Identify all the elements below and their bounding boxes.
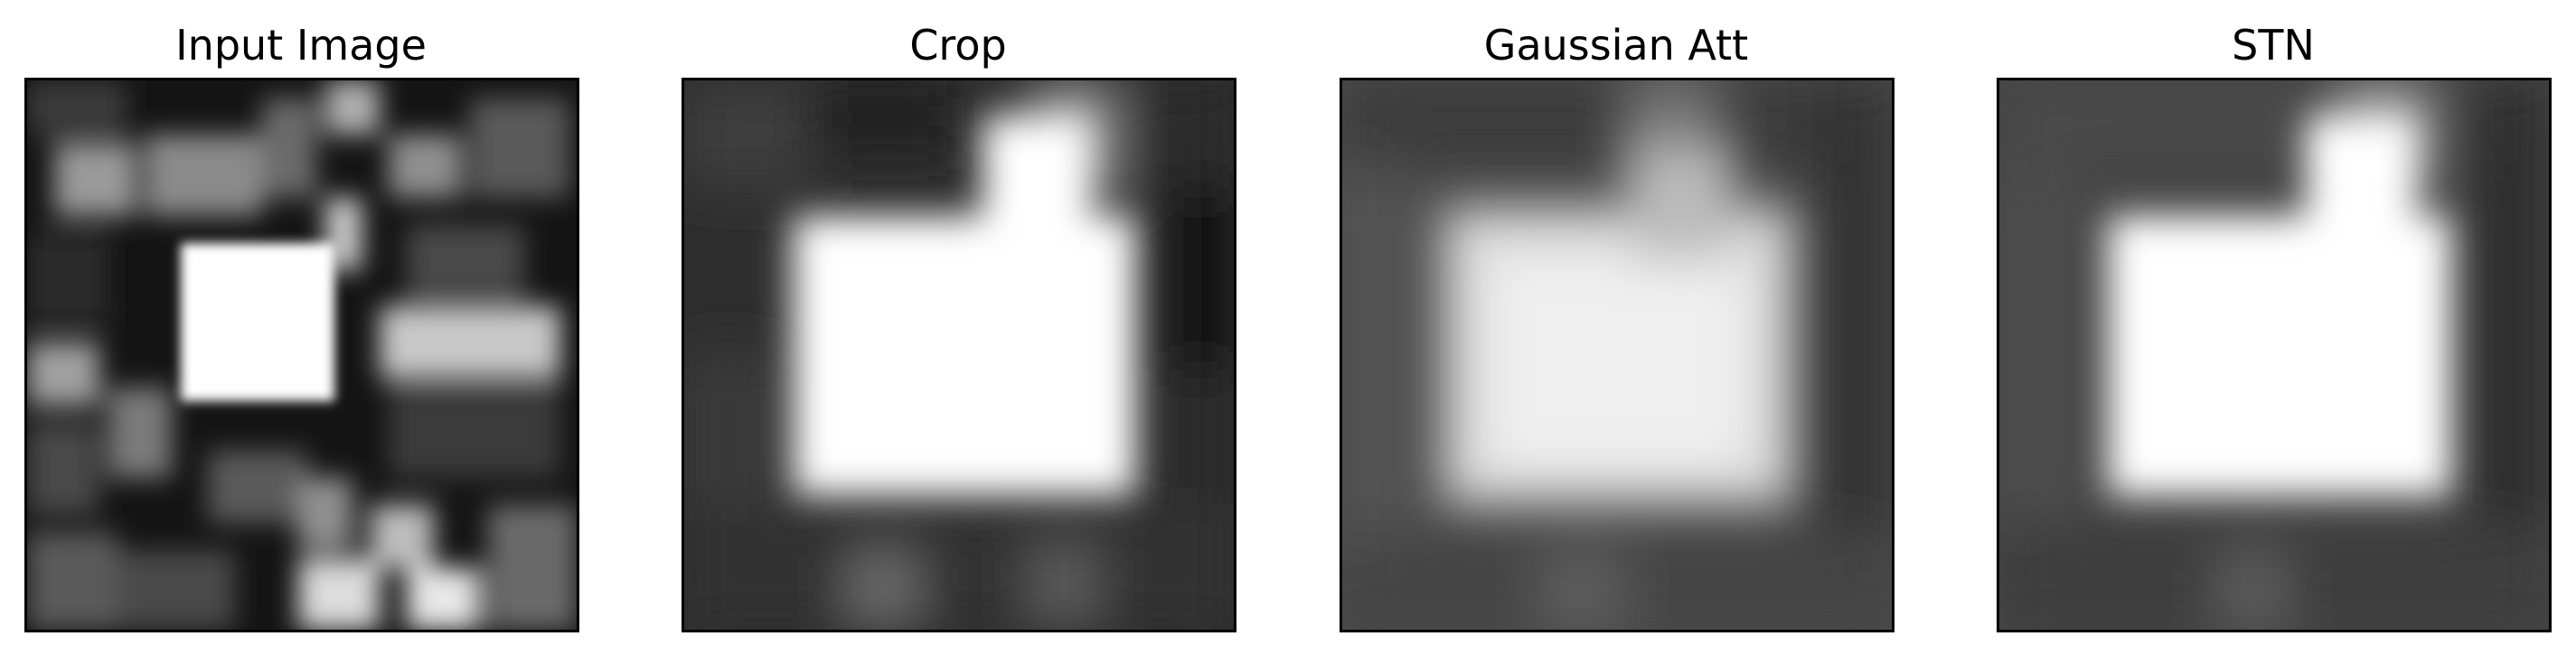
input-image [24,78,579,632]
panel-title: Gaussian Att [1483,21,1749,70]
panel-title: Crop [909,21,1007,70]
panel-title: STN [2232,21,2315,70]
panel-gaussian-att: Gaussian Att [1340,0,1894,655]
crop-image [682,78,1236,632]
panel-crop: Crop [682,0,1236,655]
panel-input-image: Input Image [24,0,579,655]
stn-image [1997,78,2552,632]
panel-stn: STN [1997,0,2552,655]
panel-title: Input Image [175,21,427,70]
gaussian-att-image [1340,78,1894,632]
